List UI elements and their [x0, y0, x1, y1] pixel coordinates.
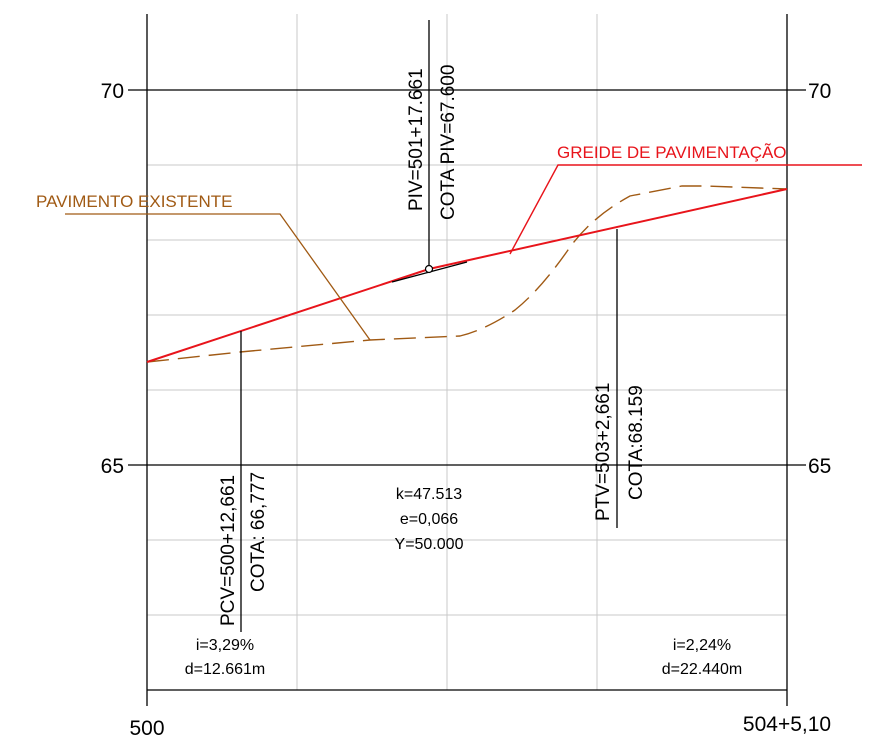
right-slope-label: i=2,24% [673, 637, 731, 654]
piv-station-label: PIV=501+17.661 [406, 68, 427, 211]
greide-leader [509, 164, 862, 255]
y-label-right-65: 65 [808, 455, 831, 478]
piv-cota-label: COTA PIV=67.600 [438, 65, 459, 220]
curve-e-label: e=0,066 [400, 511, 458, 528]
x-label-end: 504+5,10 [743, 713, 831, 736]
curve-y-label: Y=50.000 [395, 536, 464, 553]
greide-label: GREIDE DE PAVIMENTAÇÃO [557, 143, 787, 162]
ptv-station-label: PTV=503+2,661 [593, 383, 614, 521]
curve-k-label: k=47.513 [396, 486, 462, 503]
grid [147, 14, 787, 690]
existing-pavement-line [146, 185, 788, 363]
y-label-right-70: 70 [808, 80, 831, 103]
pavimento-leader [65, 213, 371, 341]
left-slope-label: i=3,29% [196, 637, 254, 654]
pcv-cota-label: COTA: 66,777 [248, 472, 269, 592]
piv-point-icon [424, 264, 434, 274]
x-label-start: 500 [129, 717, 164, 740]
pavimento-label: PAVIMENTO EXISTENTE [36, 192, 232, 211]
right-distance-label: d=22.440m [662, 661, 743, 678]
y-label-left-65: 65 [101, 455, 124, 478]
ptv-cota-label: COTA:68.159 [626, 385, 647, 500]
left-distance-label: d=12.661m [185, 661, 266, 678]
greide-line [146, 188, 788, 363]
pcv-station-label: PCV=500+12,661 [218, 475, 239, 626]
y-label-left-70: 70 [101, 80, 124, 103]
